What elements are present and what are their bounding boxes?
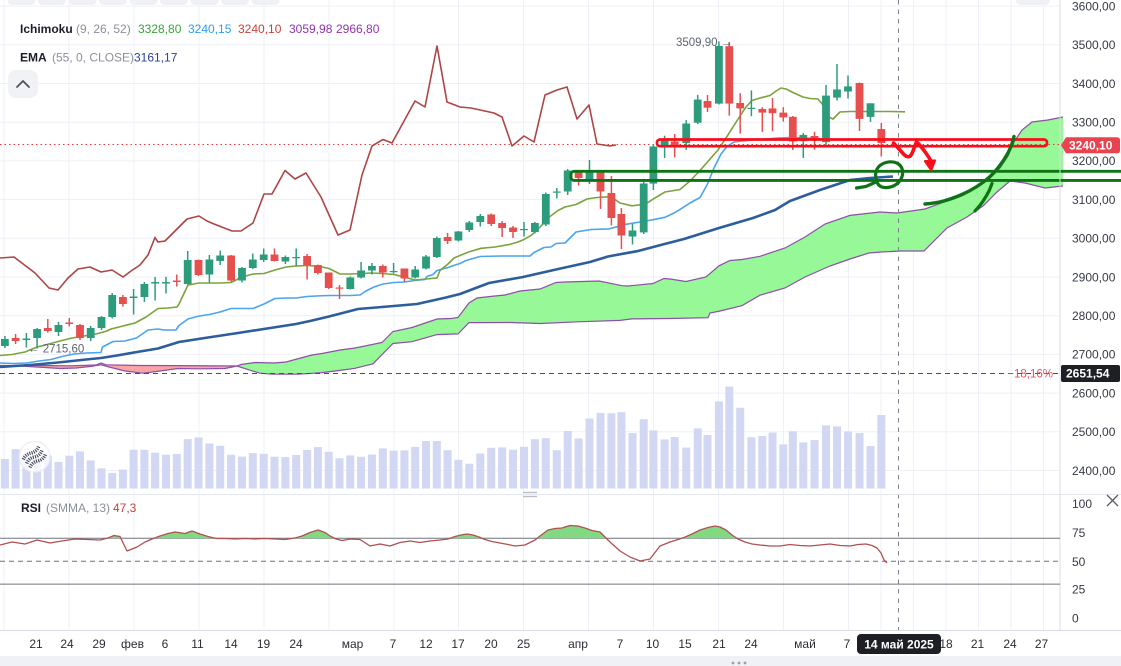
svg-text:24: 24: [744, 637, 758, 651]
svg-text:19: 19: [257, 637, 271, 651]
svg-text:24: 24: [60, 637, 74, 651]
svg-text:15: 15: [678, 637, 692, 651]
svg-text:12: 12: [419, 637, 433, 651]
svg-text:3509,90 →: 3509,90 →: [676, 37, 732, 49]
svg-text:(9, 26, 52): (9, 26, 52): [76, 22, 131, 36]
svg-text:21: 21: [29, 637, 43, 651]
svg-text:2651,54: 2651,54: [1066, 367, 1110, 381]
svg-text:3200,00: 3200,00: [1072, 154, 1116, 168]
svg-text:25: 25: [1072, 583, 1086, 597]
svg-text:21: 21: [712, 637, 726, 651]
svg-text:0: 0: [1072, 612, 1079, 626]
svg-text:29: 29: [92, 637, 106, 651]
svg-text:7: 7: [617, 637, 624, 651]
svg-text:3600,00: 3600,00: [1072, 0, 1116, 13]
svg-text:2966,80: 2966,80: [336, 22, 380, 36]
svg-text:−18,16%: −18,16%: [1007, 369, 1053, 381]
svg-text:25: 25: [517, 637, 531, 651]
svg-text:(55, 0, CLOSE): (55, 0, CLOSE): [52, 51, 134, 65]
svg-text:3240,15: 3240,15: [188, 22, 232, 36]
svg-text:17: 17: [451, 637, 465, 651]
svg-text:47,3: 47,3: [113, 501, 137, 515]
svg-text:7: 7: [390, 637, 397, 651]
svg-text:14: 14: [224, 637, 238, 651]
svg-text:2400,00: 2400,00: [1072, 464, 1116, 478]
svg-text:50: 50: [1072, 555, 1086, 569]
svg-text:EMA: EMA: [20, 51, 47, 65]
svg-text:3059,98: 3059,98: [289, 22, 333, 36]
svg-text:3240,10: 3240,10: [238, 22, 282, 36]
svg-text:Ichimoku: Ichimoku: [20, 22, 73, 36]
svg-text:3161,17: 3161,17: [134, 51, 178, 65]
svg-text:18: 18: [939, 637, 953, 651]
svg-text:24: 24: [289, 637, 303, 651]
svg-text:6: 6: [162, 637, 169, 651]
svg-text:20: 20: [484, 637, 498, 651]
svg-text:14 май 2025: 14 май 2025: [864, 638, 934, 652]
svg-text:фев: фев: [121, 637, 144, 651]
svg-text:3000,00: 3000,00: [1072, 232, 1116, 246]
svg-text:3400,00: 3400,00: [1072, 77, 1116, 91]
svg-text:(SMMA, 13): (SMMA, 13): [46, 501, 110, 515]
svg-text:3328,80: 3328,80: [138, 22, 182, 36]
svg-text:2800,00: 2800,00: [1072, 309, 1116, 323]
svg-text:2500,00: 2500,00: [1072, 425, 1116, 439]
svg-text:3500,00: 3500,00: [1072, 38, 1116, 52]
svg-text:2900,00: 2900,00: [1072, 270, 1116, 284]
svg-text:27: 27: [1035, 637, 1049, 651]
svg-text:RSI: RSI: [21, 501, 41, 515]
svg-text:75: 75: [1072, 526, 1086, 540]
svg-text:100: 100: [1072, 497, 1092, 511]
svg-text:2600,00: 2600,00: [1072, 386, 1116, 400]
svg-text:10: 10: [646, 637, 660, 651]
svg-text:3300,00: 3300,00: [1072, 116, 1116, 130]
svg-text:3100,00: 3100,00: [1072, 193, 1116, 207]
svg-text:7: 7: [844, 637, 851, 651]
svg-text:апр: апр: [568, 637, 588, 651]
svg-text:24: 24: [1003, 637, 1017, 651]
svg-text:май: май: [794, 637, 816, 651]
svg-text:мар: мар: [342, 637, 364, 651]
svg-text:11: 11: [191, 637, 204, 651]
svg-text:21: 21: [971, 637, 985, 651]
svg-text:3240,10: 3240,10: [1069, 139, 1113, 153]
svg-text:2700,00: 2700,00: [1072, 348, 1116, 362]
svg-text:← 2715,60: ← 2715,60: [28, 344, 84, 356]
